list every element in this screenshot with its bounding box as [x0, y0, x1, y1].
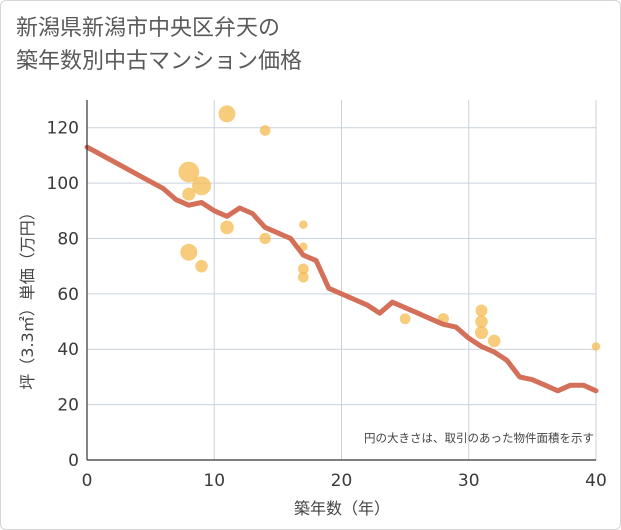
grid [87, 100, 597, 460]
x-tick-label-20: 20 [331, 471, 353, 491]
bubble-17 [474, 326, 489, 340]
trend-line [84, 144, 599, 394]
x-axis-label: 築年数（年） [294, 499, 390, 518]
bubble-8 [259, 232, 271, 245]
x-tick-label-40: 40 [585, 471, 607, 491]
bubble-19 [591, 342, 601, 351]
bubble-11 [297, 263, 309, 275]
axes [86, 100, 596, 461]
y-axis-label: 坪（3.3㎡）単価（万円） [18, 204, 37, 389]
y-tick-label-60: 60 [57, 285, 79, 305]
bubble-13 [399, 313, 411, 325]
bubble-size-note: 円の大きさは、取引のあった物件面積を示す [364, 431, 594, 445]
bubble-18 [487, 334, 501, 348]
chart-title-line-2: 築年数別中古マンション価格 [16, 49, 303, 74]
bubble-9 [299, 220, 308, 229]
x-tick-label-10: 10 [203, 471, 225, 491]
bubble-4 [195, 259, 208, 273]
tick-labels: 0 20 40 60 80 100 120 0 10 20 30 40 [47, 119, 607, 491]
chart-title-line-1: 新潟県新潟市中央区弁天の [16, 16, 281, 41]
bubble-2 [182, 187, 196, 201]
bubble-6 [220, 220, 234, 235]
bubble-7 [259, 125, 271, 136]
y-tick-label-100: 100 [47, 174, 79, 194]
y-tick-label-20: 20 [57, 396, 79, 416]
y-tick-label-120: 120 [47, 119, 79, 139]
bubble-1 [192, 176, 212, 196]
trend-line-group [84, 144, 599, 394]
bubble-3 [180, 243, 198, 261]
bubble-15 [475, 304, 488, 317]
bubble-12 [297, 271, 309, 283]
x-tick-label-30: 30 [458, 471, 480, 491]
bubble-5 [218, 105, 236, 123]
y-tick-label-0: 0 [68, 451, 79, 471]
y-tick-label-80: 80 [57, 229, 79, 249]
y-tick-label-40: 40 [57, 340, 79, 360]
chart-title: 新潟県新潟市中央区弁天の 築年数別中古マンション価格 [16, 12, 576, 78]
transaction-bubbles [178, 105, 601, 351]
bubble-16 [475, 315, 488, 328]
bubble-0 [178, 161, 200, 183]
x-tick-label-0: 0 [82, 471, 93, 491]
